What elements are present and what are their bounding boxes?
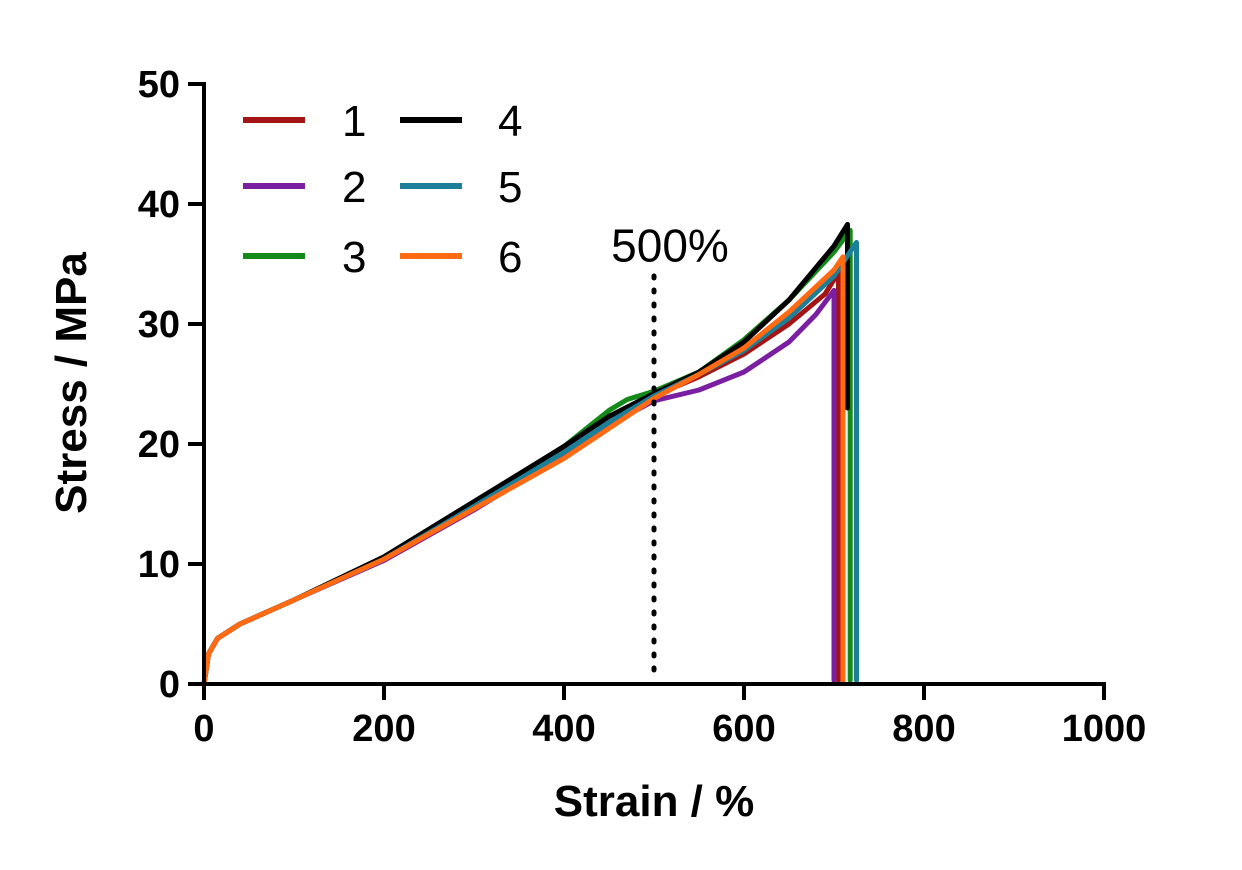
x-tick-label-600: 600 <box>712 708 775 750</box>
y-tick-label-50: 50 <box>138 64 180 106</box>
legend-label-4: 4 <box>498 97 522 146</box>
series-line-3 <box>201 227 853 687</box>
series-lines <box>201 221 859 687</box>
x-tick-label-1000: 1000 <box>1062 708 1147 750</box>
y-tick-label-20: 20 <box>138 424 180 466</box>
y-axis-title: Stress / MPa <box>47 252 96 514</box>
y-tick-label-30: 30 <box>138 304 180 346</box>
x-tick-label-0: 0 <box>193 708 214 750</box>
annotation-group: 500% <box>611 220 729 679</box>
x-ticks: 0 200 400 600 800 1000 <box>193 684 1146 750</box>
legend: 1 2 3 4 5 6 <box>243 97 522 282</box>
x-tick-label-800: 800 <box>892 708 955 750</box>
series-line-5 <box>201 239 859 687</box>
y-tick-label-40: 40 <box>138 184 180 226</box>
y-tick-label-10: 10 <box>138 544 180 586</box>
axes <box>202 82 1106 686</box>
legend-label-1: 1 <box>342 97 366 146</box>
legend-label-5: 5 <box>498 163 522 212</box>
legend-label-2: 2 <box>342 163 366 212</box>
legend-label-3: 3 <box>342 233 366 282</box>
x-axis-title: Strain / % <box>554 777 755 826</box>
y-ticks: 0 10 20 30 40 50 <box>138 64 204 706</box>
x-tick-label-400: 400 <box>532 708 595 750</box>
annotation-500-label: 500% <box>611 220 729 272</box>
y-tick-label-0: 0 <box>159 664 180 706</box>
series-line-6 <box>201 254 846 687</box>
legend-label-6: 6 <box>498 233 522 282</box>
x-tick-label-200: 200 <box>352 708 415 750</box>
series-line-4 <box>201 221 850 687</box>
